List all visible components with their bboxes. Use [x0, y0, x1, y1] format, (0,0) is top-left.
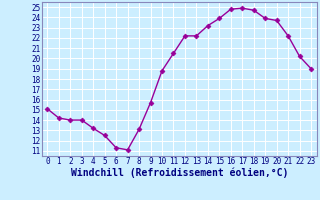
X-axis label: Windchill (Refroidissement éolien,°C): Windchill (Refroidissement éolien,°C): [70, 168, 288, 178]
